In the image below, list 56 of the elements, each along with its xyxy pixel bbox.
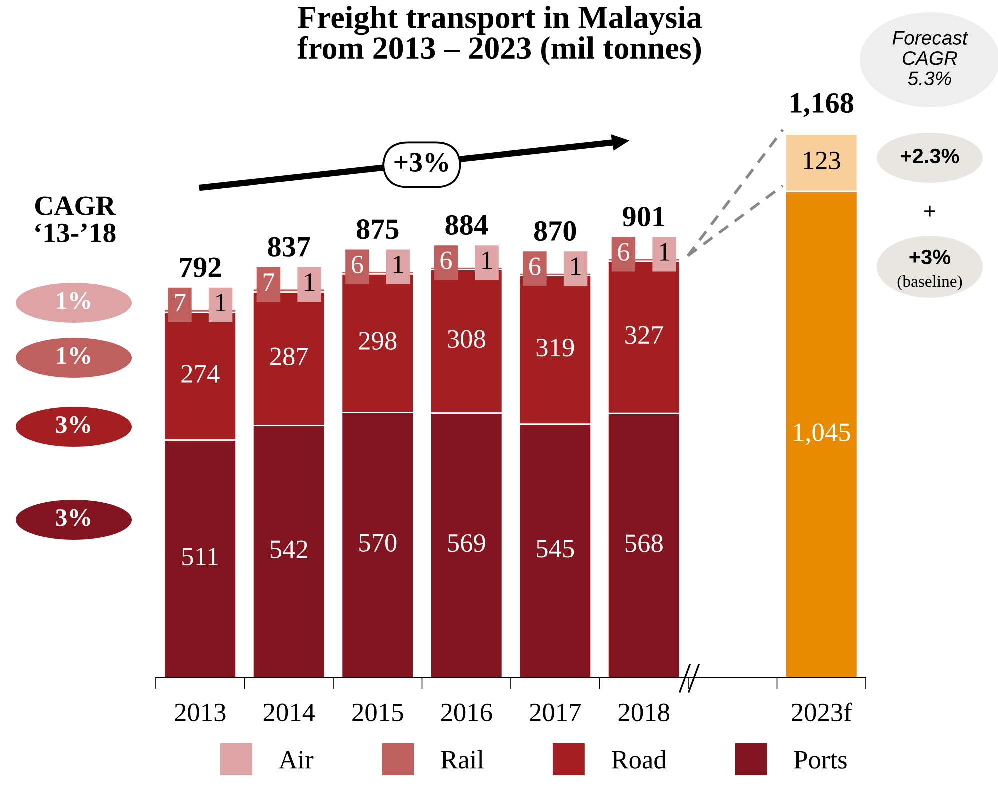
data-label: 327 xyxy=(626,326,664,344)
text: 1% xyxy=(57,347,90,364)
annotation: +3% xyxy=(394,153,448,172)
data-label: 568 xyxy=(626,534,663,552)
data-label: 308 xyxy=(448,330,486,348)
x-tick-label: 2015 xyxy=(352,704,404,722)
text: + xyxy=(924,206,936,217)
total-label: 901 xyxy=(623,206,664,227)
data-label: 298 xyxy=(359,332,397,350)
text: +2.3% xyxy=(901,148,960,164)
data-label: 7 xyxy=(264,274,275,292)
data-label: 287 xyxy=(270,348,308,366)
total-label: 1,168 xyxy=(791,93,854,118)
data-label: 6 xyxy=(440,252,452,270)
total-label: 792 xyxy=(180,258,221,278)
data-label: 6 xyxy=(530,258,541,276)
data-label: 274 xyxy=(182,365,220,383)
data-label: 123 xyxy=(804,152,840,170)
text: (baseline) xyxy=(898,275,962,291)
text: 3% xyxy=(56,416,90,434)
x-tick-label: 2014 xyxy=(264,704,316,722)
text: 1% xyxy=(57,292,90,310)
text: 3% xyxy=(56,509,90,526)
total-label: 837 xyxy=(268,237,310,257)
data-label: 570 xyxy=(360,534,397,552)
total-label: 875 xyxy=(356,220,399,240)
data-label: 1 xyxy=(394,256,404,274)
data-label: 511 xyxy=(182,548,218,566)
data-label: 6 xyxy=(352,256,364,274)
data-label: 6 xyxy=(618,243,630,262)
data-label: 1 xyxy=(216,294,226,312)
data-label: 569 xyxy=(448,534,486,552)
total-label: 884 xyxy=(446,215,488,236)
x-tick-label: 2016 xyxy=(441,704,492,722)
data-label: 1 xyxy=(572,258,581,276)
data-label: 1 xyxy=(482,252,492,270)
chart-title: Freight transport in Malaysia from 2013 – 2023 (mil tonnes) xyxy=(298,6,702,66)
data-label: 1,045 xyxy=(794,424,850,446)
data-label: 319 xyxy=(536,338,574,357)
x-tick-label: 2013 xyxy=(175,704,226,722)
data-label: 542 xyxy=(270,540,308,558)
legend-label: Ports xyxy=(794,751,847,769)
data-label: 1 xyxy=(660,243,670,261)
x-tick-label: 2018 xyxy=(618,704,670,722)
x-tick-label: 2023f xyxy=(792,702,852,722)
x-tick-label: 2017 xyxy=(530,704,582,722)
data-label: 1 xyxy=(305,274,315,292)
text: Forecast CAGR 5.3% xyxy=(892,31,968,86)
legend-label: Air xyxy=(278,751,314,769)
legend-label: Rail xyxy=(441,750,484,769)
data-label: 545 xyxy=(537,540,574,558)
text: CAGR ‘13-’18 xyxy=(35,196,116,243)
data-label: 7 xyxy=(175,294,186,312)
text: +3% xyxy=(910,250,951,265)
legend-label: Road xyxy=(612,750,667,769)
total-label: 870 xyxy=(534,221,576,242)
